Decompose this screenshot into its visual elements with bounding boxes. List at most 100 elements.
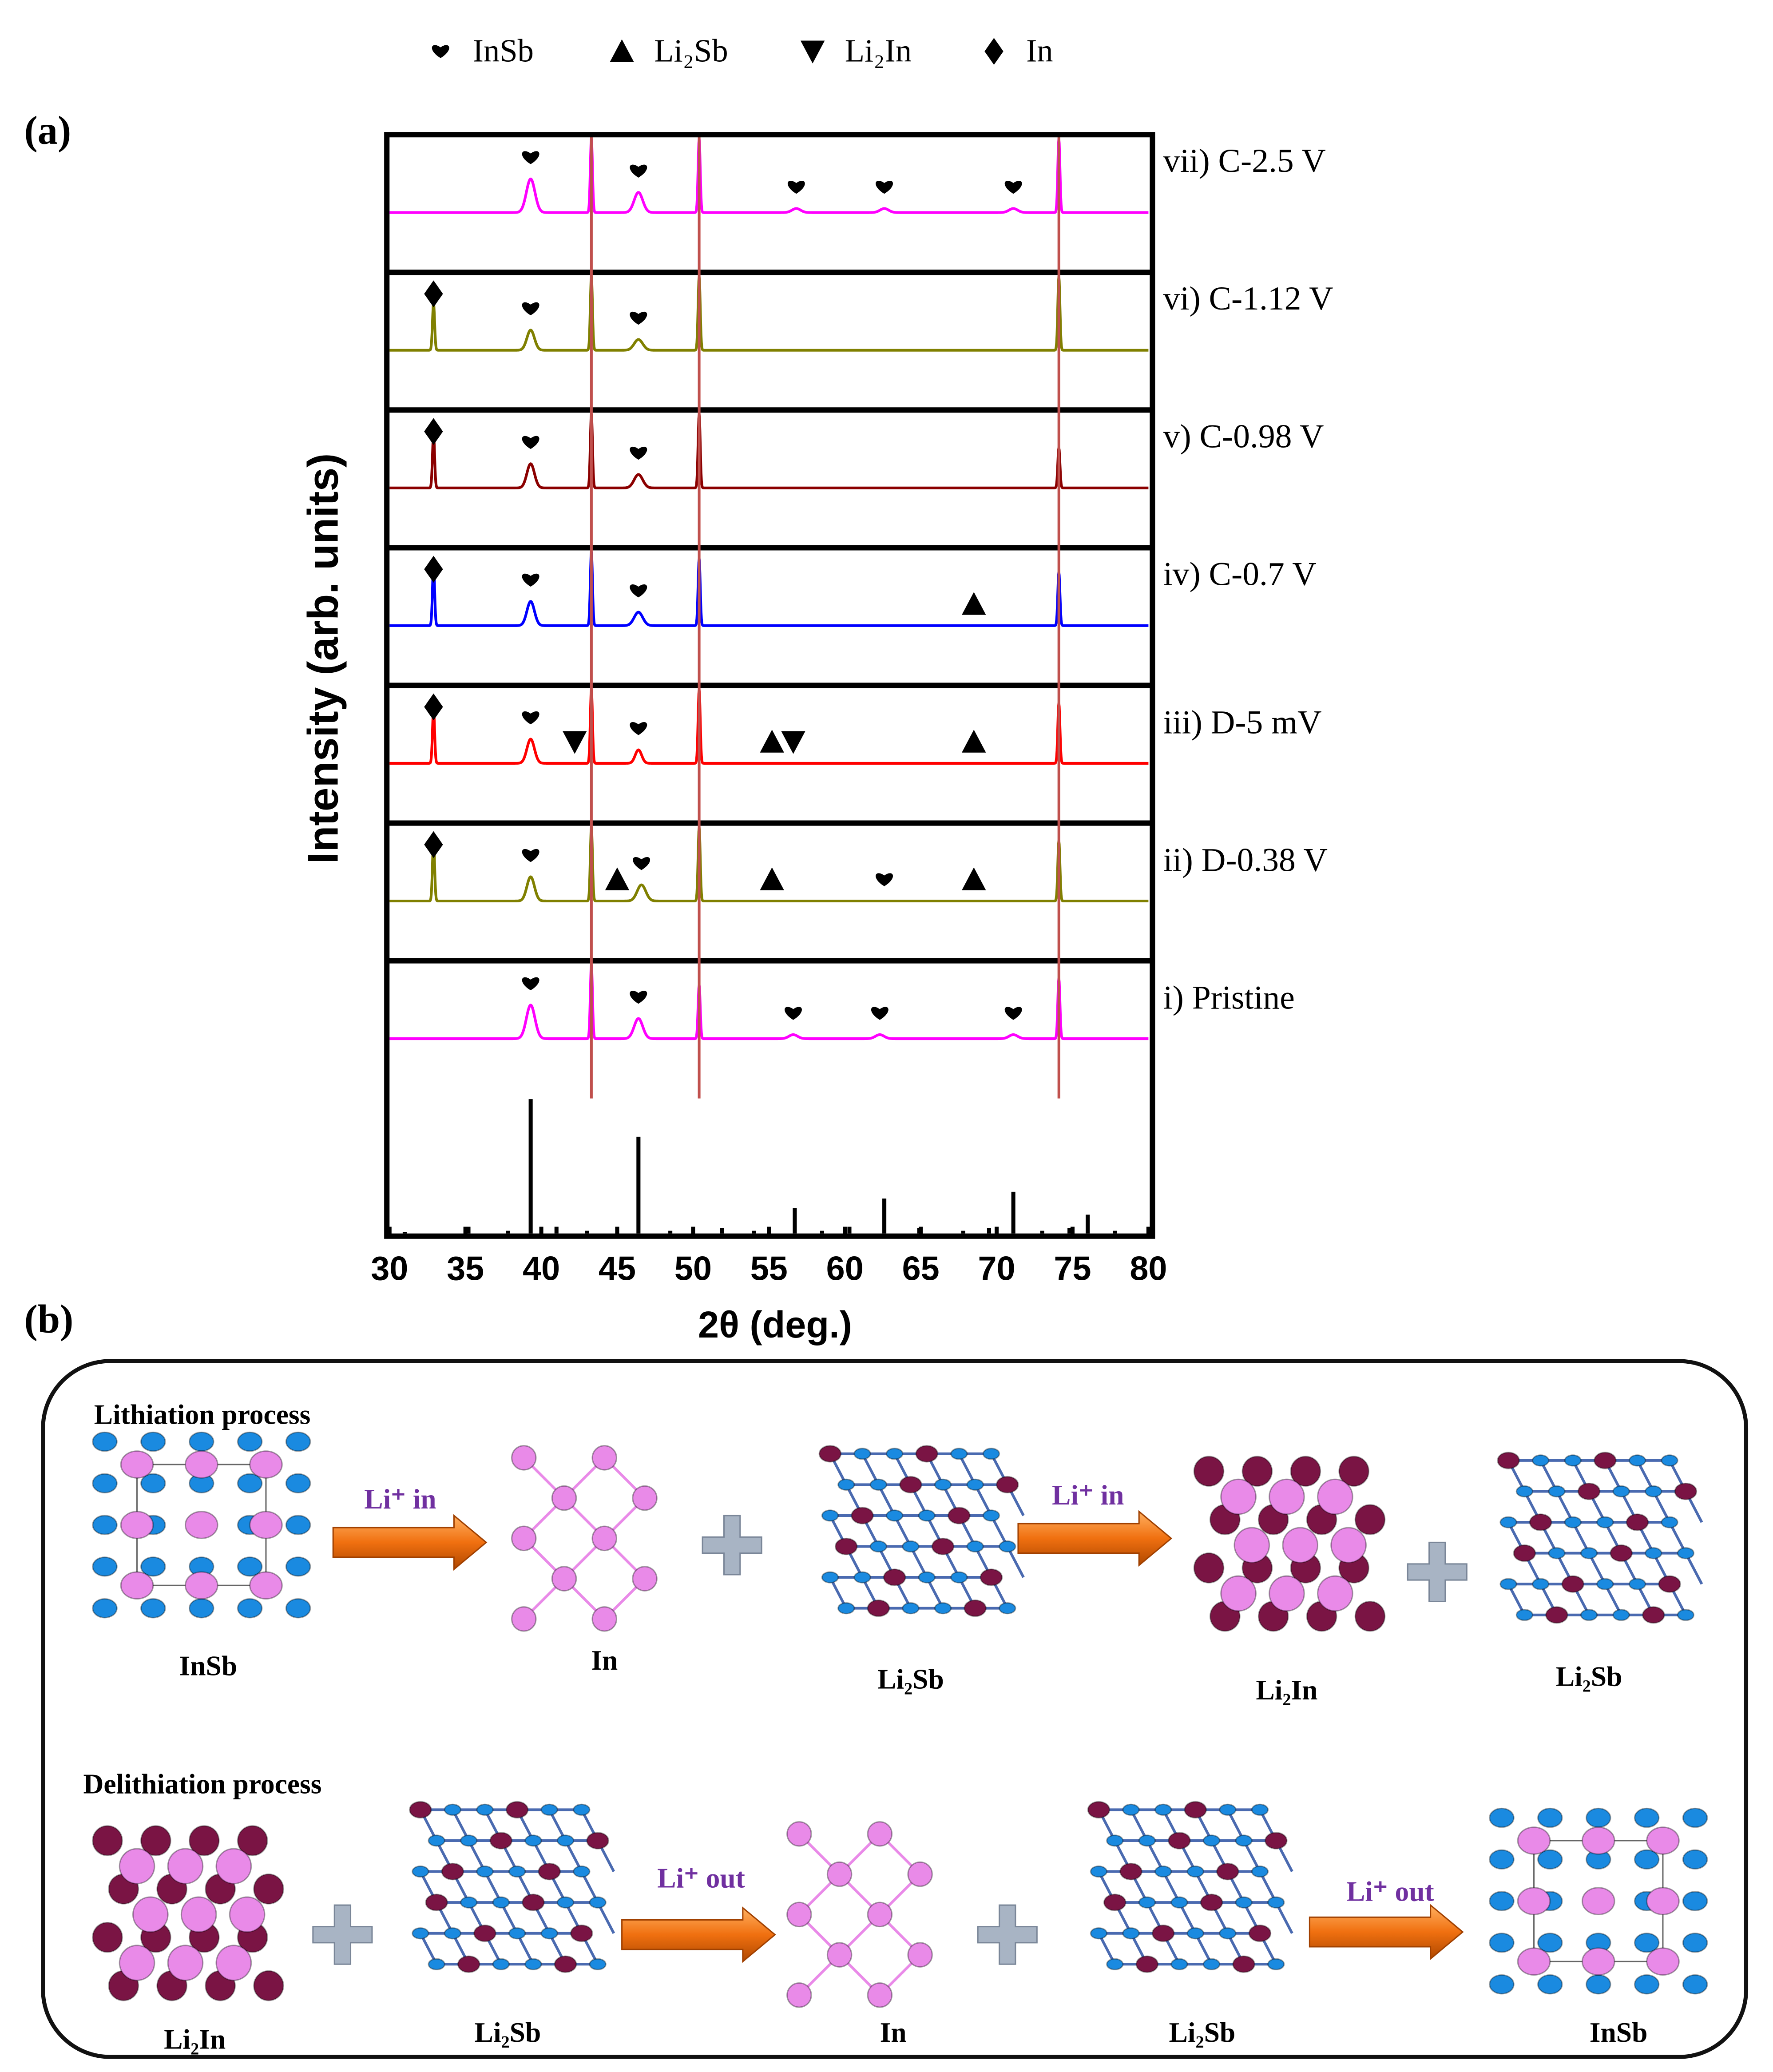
atom <box>899 1476 922 1494</box>
atom <box>1634 1933 1660 1953</box>
atom <box>1577 1482 1601 1500</box>
atom <box>821 1509 839 1522</box>
atom <box>120 1571 154 1600</box>
atom <box>907 1942 933 1968</box>
atom <box>140 1431 166 1452</box>
atom <box>1265 1832 1288 1850</box>
atom <box>1658 1575 1681 1593</box>
bond <box>1162 1871 1181 1903</box>
crystal-structure <box>409 1801 615 1973</box>
atom <box>835 1537 858 1556</box>
atom <box>1248 1925 1272 1942</box>
crystal-structure <box>1497 1452 1703 1624</box>
legend-label: Li₂In <box>845 32 912 68</box>
bond <box>516 1933 535 1965</box>
bond <box>861 1453 880 1485</box>
atom <box>444 1927 462 1940</box>
bond <box>580 1871 599 1903</box>
bond <box>1668 1521 1687 1554</box>
atom <box>215 1848 252 1885</box>
xrd-trace <box>389 276 1149 352</box>
atom <box>573 1865 591 1878</box>
phase-marker <box>522 977 539 991</box>
atom <box>570 1925 593 1942</box>
atom <box>826 1861 853 1887</box>
atom <box>948 1507 971 1524</box>
atom <box>1234 1527 1270 1564</box>
atom <box>883 1568 906 1586</box>
atom <box>589 1958 607 1970</box>
process-title: Lithiation process <box>94 1399 311 1430</box>
atom <box>1661 1516 1678 1528</box>
x-tick-label: 45 <box>599 1250 636 1287</box>
bond <box>1652 1491 1671 1523</box>
bond <box>1178 1901 1197 1934</box>
atom <box>1251 1803 1269 1816</box>
panel-label: (b) <box>24 1297 73 1342</box>
atom <box>999 1540 1016 1553</box>
bond <box>451 1809 470 1842</box>
atom <box>551 1485 577 1511</box>
atom <box>1138 1896 1156 1909</box>
atom <box>428 1834 445 1847</box>
atom <box>1612 1609 1630 1621</box>
legend-label: In <box>1026 32 1053 68</box>
atom <box>1646 1947 1680 1976</box>
atom <box>473 1925 496 1942</box>
atom <box>1580 1547 1598 1560</box>
atom <box>589 1896 607 1909</box>
bond <box>1539 1460 1558 1492</box>
atom <box>851 1507 874 1524</box>
atom <box>1202 1958 1221 1970</box>
x-tick-label: 35 <box>447 1250 484 1287</box>
atom <box>1581 1947 1615 1976</box>
atom <box>1122 1803 1140 1816</box>
atom <box>1235 1896 1253 1909</box>
atom <box>1537 1974 1563 1995</box>
atom <box>412 1927 429 1940</box>
atom <box>215 1945 252 1981</box>
atom <box>1220 1478 1257 1515</box>
bond <box>1555 1491 1574 1523</box>
phase-marker <box>630 446 647 460</box>
atom <box>1290 1456 1321 1487</box>
atom <box>918 1571 936 1584</box>
bond <box>1226 1809 1245 1842</box>
atom <box>1661 1454 1678 1467</box>
process-arrow <box>621 1906 776 1963</box>
atom <box>1634 1807 1660 1828</box>
atom <box>1138 1834 1156 1847</box>
atom <box>818 1445 842 1463</box>
atom <box>492 1896 510 1909</box>
phase-marker <box>962 867 986 890</box>
phase-marker <box>522 151 539 164</box>
atom <box>189 1825 220 1856</box>
atom <box>511 1445 537 1471</box>
atom <box>476 1803 494 1816</box>
atom <box>918 1509 936 1522</box>
atom <box>867 1982 893 2008</box>
atom <box>1354 1601 1386 1632</box>
bond <box>564 1840 583 1872</box>
plus-sign <box>702 1515 762 1576</box>
phase-marker <box>630 584 647 598</box>
pattern-label: v) C-0.98 V <box>1163 418 1324 455</box>
phase-marker <box>522 302 539 316</box>
atom <box>1202 1834 1221 1847</box>
atom <box>425 1893 448 1911</box>
atom <box>1269 1575 1305 1612</box>
atom <box>1330 1527 1367 1564</box>
phase-marker <box>871 1007 888 1020</box>
plus-sign <box>1407 1541 1468 1603</box>
bond <box>1604 1583 1622 1616</box>
plus-sign <box>977 1904 1038 1965</box>
phase-marker <box>760 730 784 753</box>
atom <box>1184 1801 1207 1819</box>
atom <box>1532 1454 1550 1467</box>
atom <box>934 1478 952 1491</box>
phase-marker <box>633 857 650 870</box>
atom <box>92 1825 123 1856</box>
process-arrow <box>1017 1510 1173 1567</box>
atom <box>999 1602 1016 1615</box>
bond <box>1194 1933 1213 1965</box>
